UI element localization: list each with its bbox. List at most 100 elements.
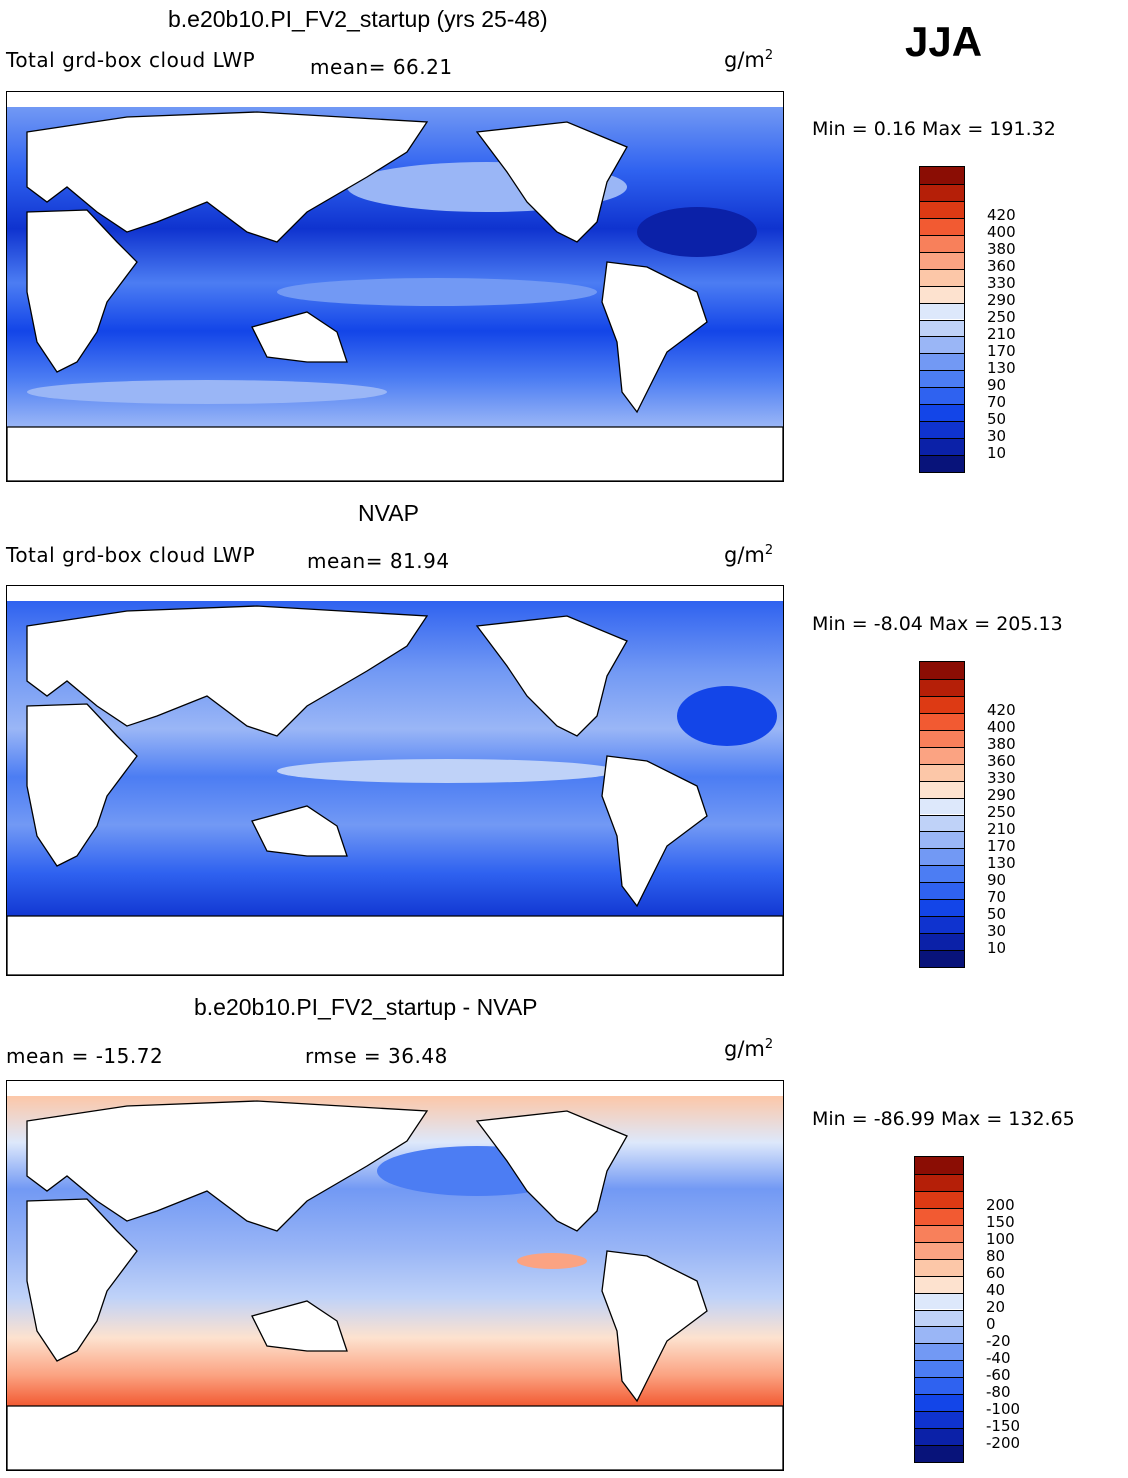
panel-title: NVAP bbox=[358, 500, 419, 526]
colorbar-swatch bbox=[920, 763, 964, 781]
colorbar-swatch bbox=[920, 200, 964, 218]
colorbar-tick-label: 40 bbox=[986, 1281, 1006, 1300]
colorbar-swatch bbox=[920, 268, 964, 286]
colorbar-swatch bbox=[920, 234, 964, 252]
units-label: g/m2 bbox=[724, 48, 774, 72]
colorbar-tick-label: 70 bbox=[987, 392, 1007, 411]
colorbar-swatch bbox=[915, 1309, 963, 1327]
colorbar-swatch bbox=[915, 1377, 963, 1395]
colorbar-tick-label: 50 bbox=[987, 409, 1007, 428]
colorbar-tick-label: 30 bbox=[987, 426, 1007, 445]
colorbar-swatch bbox=[920, 882, 964, 900]
colorbar-tick-label: 400 bbox=[987, 223, 1016, 242]
colorbar bbox=[919, 661, 965, 968]
variable-label: Total grd-box cloud LWP bbox=[6, 48, 256, 72]
colorbar-swatch bbox=[920, 662, 964, 679]
colorbar-swatch bbox=[920, 387, 964, 405]
map-panel bbox=[6, 91, 784, 482]
colorbar-swatch bbox=[915, 1157, 963, 1174]
colorbar-tick-label: 10 bbox=[987, 443, 1007, 462]
colorbar-tick-label: 80 bbox=[986, 1247, 1006, 1266]
colorbar-tick-label: 170 bbox=[987, 341, 1016, 360]
colorbar-swatch bbox=[920, 712, 964, 730]
min-max-label: Min = -8.04 Max = 205.13 bbox=[812, 613, 1063, 635]
colorbar-tick-label: 420 bbox=[987, 206, 1016, 225]
colorbar-tick-label: -20 bbox=[986, 1331, 1011, 1350]
colorbar-swatch bbox=[920, 455, 964, 472]
units-label: g/m2 bbox=[724, 1037, 774, 1061]
colorbar-tick-label: 380 bbox=[987, 240, 1016, 259]
colorbar-tick-label: 130 bbox=[987, 358, 1016, 377]
colorbar-tick-label: 380 bbox=[987, 735, 1016, 754]
colorbar-tick-label: 210 bbox=[987, 819, 1016, 838]
world-map-icon bbox=[7, 107, 783, 481]
colorbar-swatch bbox=[920, 831, 964, 849]
colorbar-tick-label: 420 bbox=[987, 701, 1016, 720]
colorbar-swatch bbox=[920, 933, 964, 951]
map-panel bbox=[6, 1080, 784, 1471]
colorbar-tick-label: 360 bbox=[987, 257, 1016, 276]
colorbar-swatch bbox=[920, 695, 964, 713]
colorbar-tick-label: 290 bbox=[987, 786, 1016, 805]
colorbar-swatch bbox=[920, 916, 964, 934]
colorbar-tick-label: 250 bbox=[987, 803, 1016, 822]
colorbar-tick-label: 330 bbox=[987, 769, 1016, 788]
min-max-label: Min = 0.16 Max = 191.32 bbox=[812, 118, 1056, 140]
colorbar-tick-label: 90 bbox=[987, 375, 1007, 394]
units-label: g/m2 bbox=[724, 543, 774, 567]
colorbar-tick-label: 290 bbox=[987, 291, 1016, 310]
variable-label: Total grd-box cloud LWP bbox=[6, 543, 256, 567]
colorbar-tick-label: -60 bbox=[986, 1365, 1011, 1384]
rmse-stat: rmse = 36.48 bbox=[305, 1044, 448, 1068]
colorbar-swatch bbox=[920, 302, 964, 320]
colorbar-swatch bbox=[915, 1275, 963, 1293]
colorbar-tick-label: 70 bbox=[987, 887, 1007, 906]
colorbar-swatch bbox=[920, 865, 964, 883]
colorbar-swatch bbox=[915, 1224, 963, 1242]
colorbar-tick-label: -80 bbox=[986, 1382, 1011, 1401]
season-label: JJA bbox=[905, 18, 983, 65]
colorbar-tick-label: -100 bbox=[986, 1399, 1021, 1418]
colorbar-swatch bbox=[920, 404, 964, 422]
colorbar-tick-label: 250 bbox=[987, 308, 1016, 327]
mean-stat: mean= 66.21 bbox=[310, 55, 453, 79]
colorbar-swatch bbox=[915, 1343, 963, 1361]
colorbar-tick-label: 330 bbox=[987, 274, 1016, 293]
colorbar bbox=[919, 166, 965, 473]
colorbar-swatch bbox=[920, 370, 964, 388]
colorbar-tick-label: -40 bbox=[986, 1348, 1011, 1367]
colorbar-swatch bbox=[915, 1360, 963, 1378]
colorbar-tick-label: 170 bbox=[987, 836, 1016, 855]
colorbar-swatch bbox=[920, 251, 964, 269]
colorbar-tick-label: 90 bbox=[987, 870, 1007, 889]
colorbar-tick-label: -150 bbox=[986, 1416, 1021, 1435]
colorbar-tick-label: 50 bbox=[987, 904, 1007, 923]
colorbar-swatch bbox=[920, 217, 964, 235]
panel-title: b.e20b10.PI_FV2_startup (yrs 25-48) bbox=[168, 6, 548, 32]
colorbar-swatch bbox=[915, 1428, 963, 1446]
colorbar-swatch bbox=[915, 1190, 963, 1208]
colorbar-tick-label: 60 bbox=[986, 1264, 1006, 1283]
colorbar-swatch bbox=[920, 899, 964, 917]
colorbar-swatch bbox=[920, 814, 964, 832]
colorbar-swatch bbox=[920, 729, 964, 747]
colorbar-swatch bbox=[915, 1394, 963, 1412]
colorbar-swatch bbox=[920, 336, 964, 354]
min-max-label: Min = -86.99 Max = 132.65 bbox=[812, 1108, 1075, 1130]
colorbar-tick-label: 130 bbox=[987, 853, 1016, 872]
colorbar-swatch bbox=[920, 319, 964, 337]
colorbar-swatch bbox=[920, 285, 964, 303]
colorbar-swatch bbox=[915, 1445, 963, 1462]
colorbar-swatch bbox=[920, 183, 964, 201]
colorbar-swatch bbox=[915, 1411, 963, 1429]
colorbar-tick-label: 10 bbox=[987, 938, 1007, 957]
world-map-icon bbox=[7, 601, 783, 975]
colorbar-swatch bbox=[915, 1241, 963, 1259]
colorbar-tick-label: 200 bbox=[986, 1196, 1015, 1215]
colorbar-swatch bbox=[920, 950, 964, 967]
colorbar-swatch bbox=[920, 353, 964, 371]
mean-stat: mean= 81.94 bbox=[307, 549, 450, 573]
map-panel bbox=[6, 585, 784, 976]
colorbar-swatch bbox=[920, 678, 964, 696]
colorbar-tick-label: 400 bbox=[987, 718, 1016, 737]
